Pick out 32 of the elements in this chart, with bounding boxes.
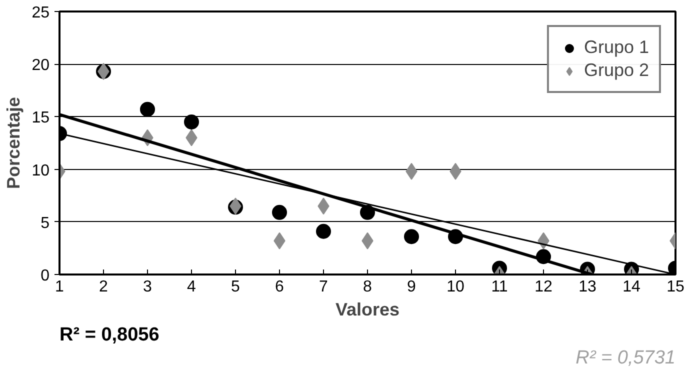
x-tick-label: 9 (407, 278, 416, 296)
x-tick-label: 3 (143, 278, 152, 296)
x-tick-label: 5 (231, 278, 240, 296)
point (140, 102, 155, 117)
y-tick-label: 20 (32, 57, 50, 74)
x-tick-label: 12 (534, 278, 552, 296)
y-tick-label: 25 (32, 4, 50, 22)
x-tick-label: 6 (275, 278, 284, 296)
legend-label: Grupo 2 (584, 60, 649, 81)
y-tick-label: 10 (32, 162, 50, 180)
y-axis-title: Porcentaje (4, 96, 24, 190)
x-tick-label: 7 (319, 278, 328, 296)
legend-label: Grupo 1 (584, 37, 649, 58)
text: R² = 0,5731 (576, 348, 676, 368)
text: R² = 0,8056 (60, 324, 160, 346)
y-tick-label: 15 (32, 110, 50, 127)
x-axis-title: Valores (335, 300, 400, 320)
point (404, 229, 419, 244)
y-tick-label: 0 (40, 268, 50, 284)
x-tick-label: 10 (446, 278, 464, 296)
x-tick-label: 14 (622, 278, 640, 296)
x-tick-label: 15 (666, 278, 684, 296)
x-tick-label: 4 (187, 278, 196, 296)
y-tick-label: 5 (40, 214, 50, 232)
point (184, 114, 199, 130)
x-tick-label: 2 (99, 278, 108, 296)
x-tick-label: 1 (55, 278, 64, 296)
x-tick-label: 13 (578, 278, 596, 296)
point (316, 224, 331, 239)
x-tick-label: 8 (363, 278, 372, 296)
point (272, 204, 287, 220)
x-tick-label: 11 (491, 278, 508, 296)
